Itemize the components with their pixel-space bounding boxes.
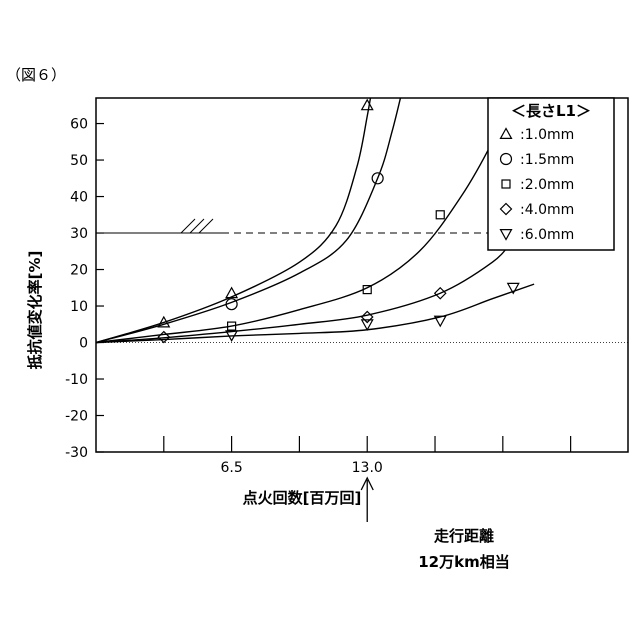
y-tick-label: 30 — [70, 226, 88, 242]
x-tick-label: 6.5 — [220, 460, 242, 476]
data-point — [436, 211, 444, 219]
y-axis-title: 抵抗値変化率[%] — [26, 251, 44, 370]
y-tick-label: 10 — [70, 299, 88, 315]
data-point — [362, 320, 373, 330]
y-tick-label: 60 — [70, 117, 88, 133]
y-tick-label: 50 — [70, 153, 88, 169]
legend-entry: :6.0mm — [520, 227, 574, 243]
hatch-mark — [199, 219, 213, 233]
series-curve-0 — [96, 80, 373, 343]
legend-title: ＜長さL1＞ — [511, 102, 591, 120]
y-tick-label: -10 — [65, 372, 88, 388]
legend-entry: :4.0mm — [520, 202, 574, 218]
legend-entry: :1.0mm — [520, 127, 574, 143]
series-curve-1 — [96, 80, 405, 343]
data-point — [362, 311, 373, 322]
hatch-mark — [190, 219, 204, 233]
figure-label: （図６） — [6, 66, 66, 84]
y-tick-label: 20 — [70, 263, 88, 279]
y-tick-label: 0 — [79, 336, 88, 352]
mileage-annotation: 走行距離 12万km相当 — [361, 478, 510, 571]
legend: ＜長さL1＞ :1.0mm :1.5mm :2.0mm :4.0mm :6.0mm — [488, 98, 614, 250]
x-tick-label: 13.0 — [352, 460, 383, 476]
annotation-line1: 走行距離 — [434, 527, 494, 545]
legend-entry: :2.0mm — [520, 177, 574, 193]
y-tick-label: 40 — [70, 190, 88, 206]
annotation-line2: 12万km相当 — [418, 553, 509, 571]
data-point — [362, 100, 373, 110]
x-axis-title: 点火回数[百万回] — [243, 489, 362, 507]
y-tick-label: -20 — [65, 409, 88, 425]
series-curve-2 — [96, 94, 513, 342]
hatch-mark — [181, 219, 195, 233]
y-tick-label: -30 — [65, 445, 88, 461]
legend-entry: :1.5mm — [520, 152, 574, 168]
